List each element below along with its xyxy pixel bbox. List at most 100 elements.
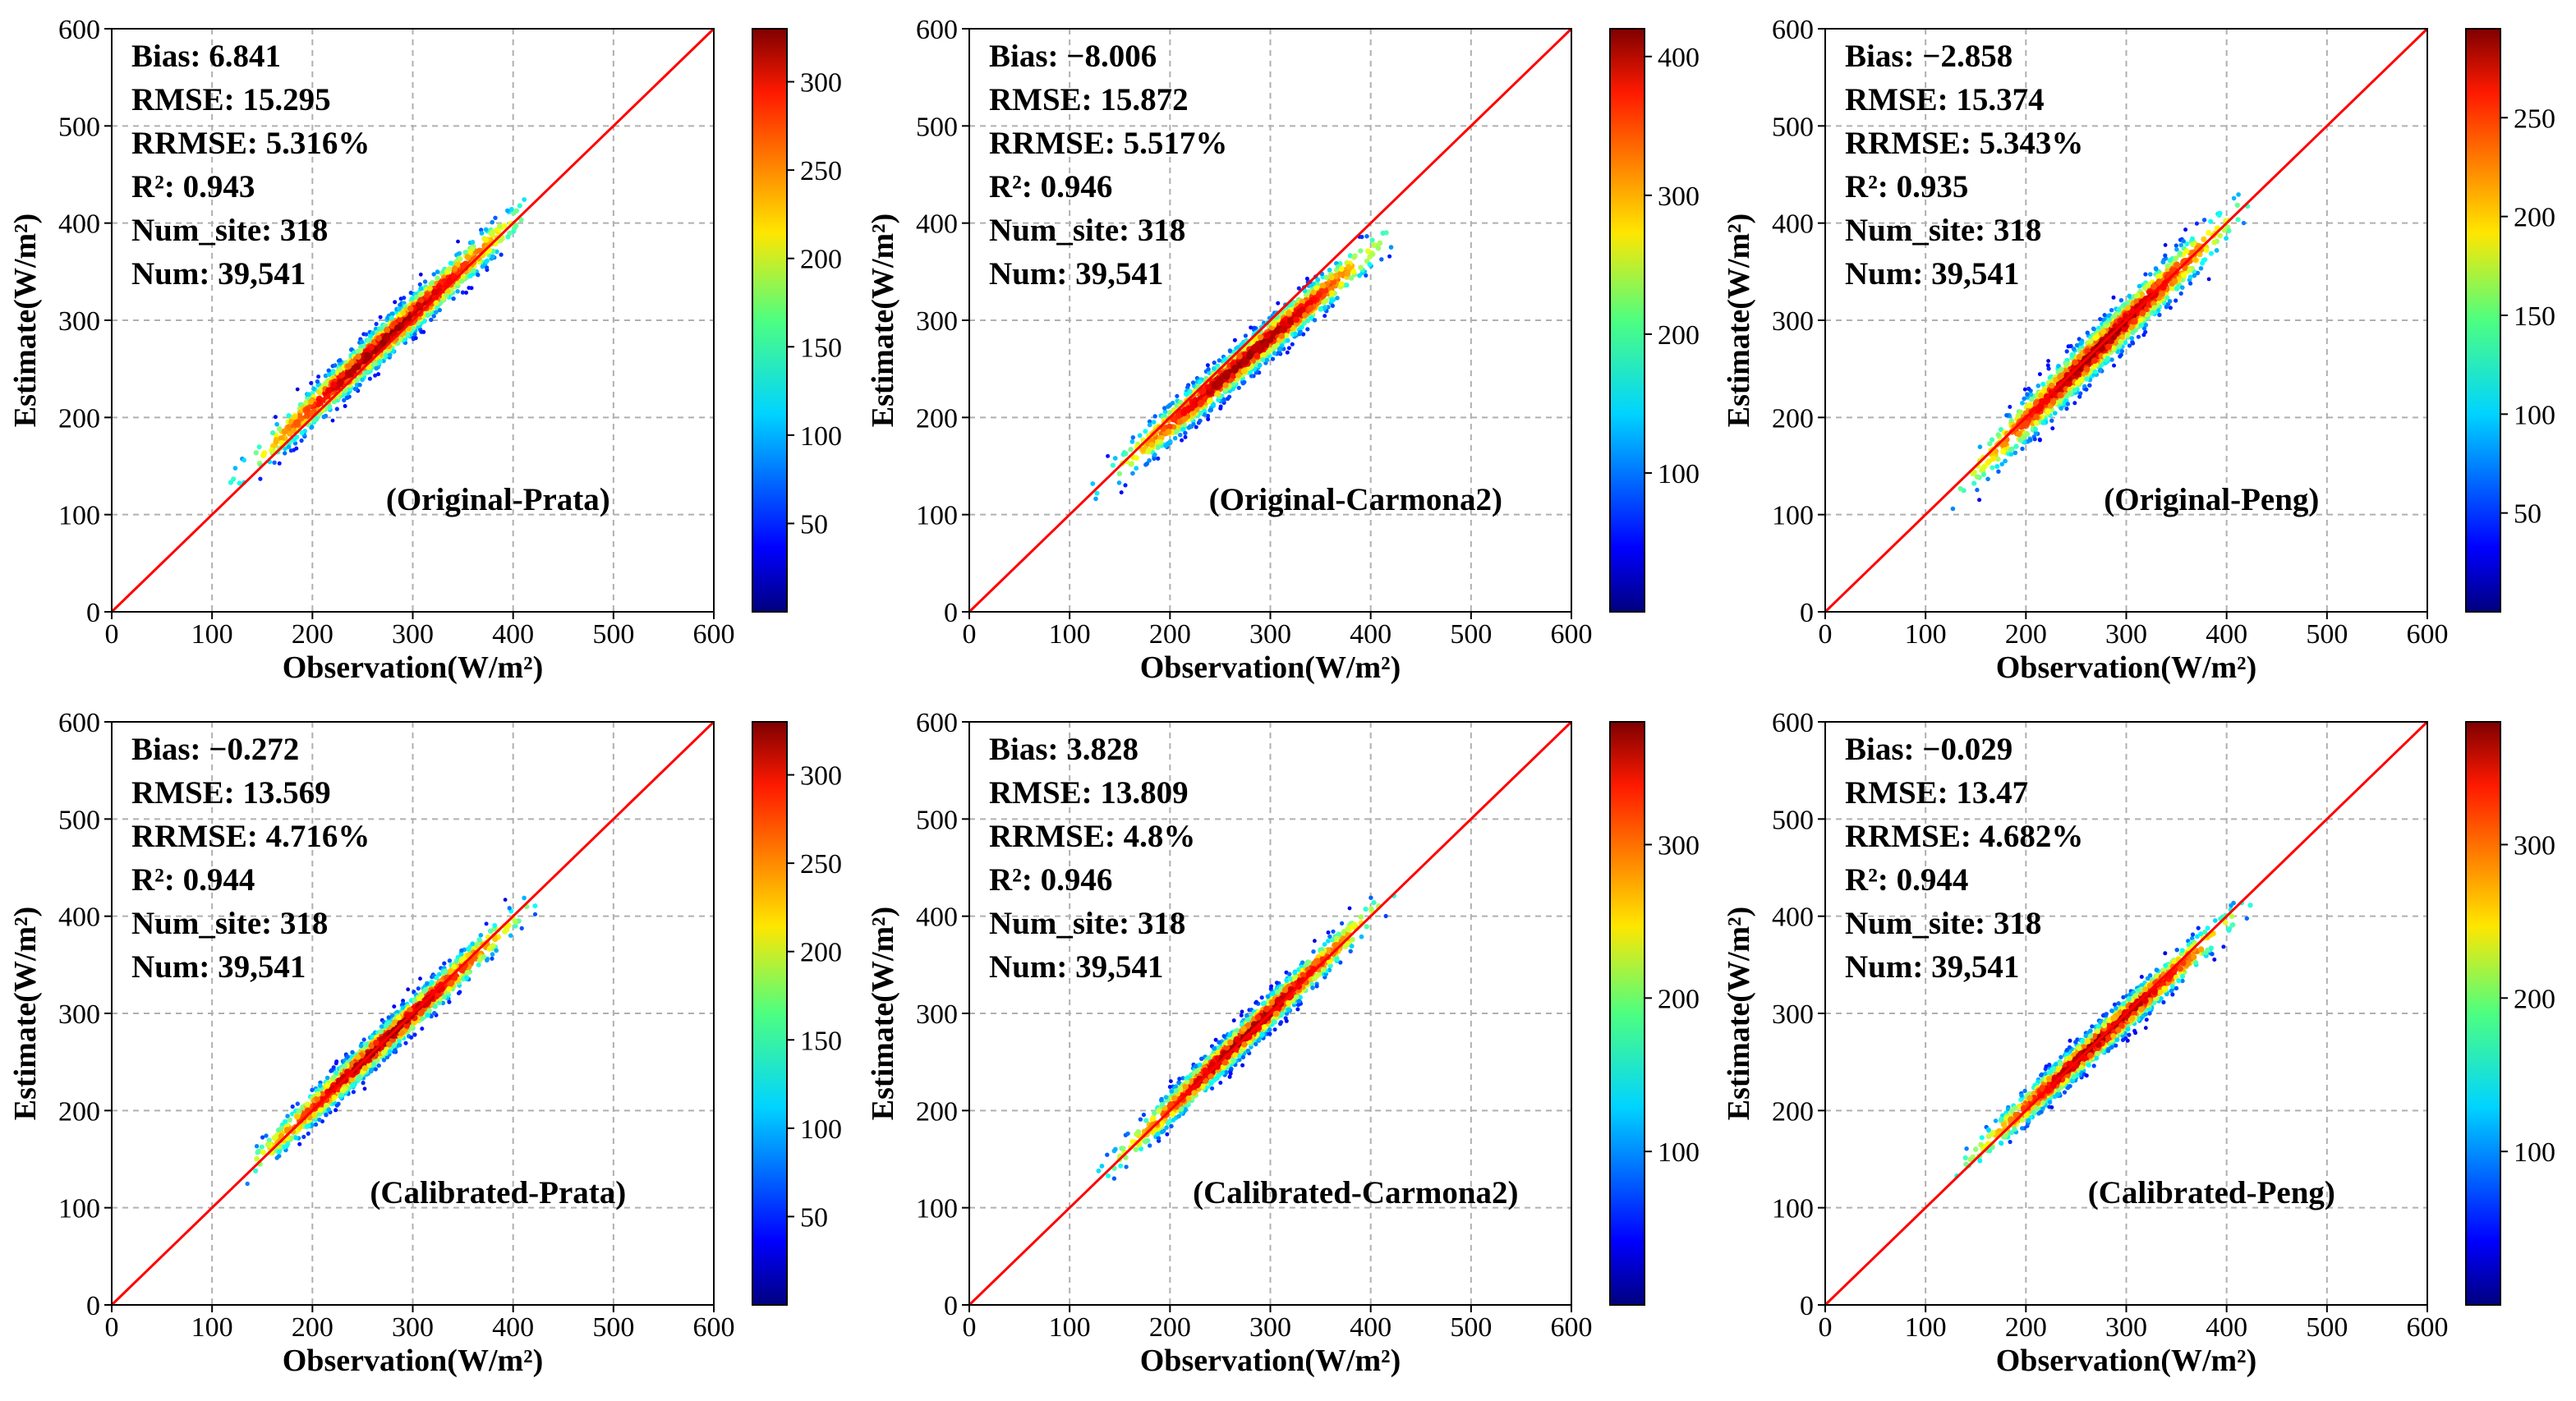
- scatter-point: [2045, 363, 2050, 368]
- x-tick-label: 400: [1350, 619, 1392, 650]
- scatter-point: [397, 315, 404, 323]
- scatter-point: [1128, 447, 1134, 452]
- scatter-point: [2167, 257, 2173, 264]
- scatter-point: [1183, 434, 1188, 439]
- x-tick-label: 100: [191, 619, 233, 650]
- scatter-point: [1188, 404, 1195, 411]
- scatter-point: [389, 311, 394, 317]
- scatter-point: [1305, 327, 1310, 332]
- scatter-point: [253, 1168, 259, 1174]
- scatter-point: [2111, 295, 2116, 300]
- scatter-point: [1357, 273, 1362, 278]
- scatter-point: [2137, 317, 2144, 324]
- colorbar-tick-label: 50: [800, 509, 828, 540]
- scatter-point: [425, 312, 430, 319]
- scatter-point: [2231, 195, 2237, 201]
- scatter-point: [349, 347, 354, 352]
- scatter-point: [2077, 377, 2084, 384]
- scatter-point: [1165, 429, 1172, 435]
- stat-line: RMSE: 15.295: [131, 82, 331, 117]
- scatter-point: [307, 398, 314, 405]
- scatter-point: [2105, 356, 2111, 361]
- scatter-point: [2045, 408, 2051, 415]
- scatter-point: [2057, 399, 2063, 405]
- scatter-point: [2174, 246, 2179, 252]
- scatter-point: [393, 300, 398, 305]
- scatter-point: [413, 294, 419, 300]
- scatter-point: [459, 273, 466, 280]
- scatter-point: [277, 1149, 282, 1155]
- scatter-point: [337, 379, 344, 386]
- x-tick-label: 500: [1450, 619, 1492, 650]
- scatter-point: [384, 352, 389, 358]
- panel-label: (Original-Carmona2): [1209, 482, 1502, 517]
- scatter-point: [2194, 221, 2199, 226]
- scatter-point: [471, 268, 476, 273]
- scatter-point: [1214, 390, 1221, 397]
- scatter-point: [2151, 305, 2158, 311]
- scatter-point: [1358, 248, 1364, 254]
- scatter-point: [1298, 329, 1303, 335]
- scatter-point: [379, 325, 384, 332]
- scatter-point: [2131, 317, 2138, 324]
- scatter-point: [1995, 432, 2001, 438]
- scatter-point: [1206, 366, 1211, 372]
- scatter-point: [2153, 266, 2159, 271]
- scatter-point: [429, 317, 434, 323]
- scatter-point: [309, 425, 315, 429]
- scatter-point: [389, 315, 394, 321]
- scatter-point: [1206, 398, 1212, 405]
- scatter-point: [1156, 456, 1161, 461]
- scatter-point: [1093, 496, 1098, 502]
- scatter-point: [2040, 420, 2046, 425]
- x-tick-label: 0: [963, 619, 977, 650]
- scatter-point: [385, 315, 390, 320]
- stat-line: Num: 39,541: [989, 256, 1163, 292]
- scatter-point: [1128, 461, 1134, 467]
- scatter-point: [1980, 471, 1987, 478]
- scatter-point: [407, 305, 414, 312]
- scatter-point: [2217, 232, 2224, 239]
- scatter-point: [326, 372, 332, 378]
- stat-line: Num_site: 318: [1845, 213, 2041, 248]
- scatter-point: [476, 962, 481, 967]
- colorbar-tick-label: 200: [2514, 203, 2555, 233]
- scatter-point: [2129, 336, 2135, 341]
- panel-2: 0 100 200 300 400 500 6000100200300400500600Ob…: [866, 15, 1700, 685]
- scatter-point: [2020, 400, 2025, 406]
- scatter-point: [532, 903, 538, 909]
- scatter-point: [1267, 347, 1273, 353]
- colorbar-tick-label: 150: [2514, 301, 2555, 332]
- scatter-point: [2033, 420, 2040, 426]
- scatter-point: [1987, 441, 1993, 447]
- scatter-point: [333, 363, 338, 368]
- scatter-point: [1351, 254, 1357, 260]
- scatter-point: [1140, 446, 1147, 453]
- scatter-point: [1315, 277, 1321, 282]
- scatter-point: [1380, 230, 1386, 237]
- scatter-point: [1254, 352, 1261, 360]
- scatter-point: [2159, 291, 2165, 297]
- scatter-point: [325, 387, 333, 394]
- scatter-point: [2206, 277, 2211, 282]
- scatter-point: [2119, 348, 2125, 354]
- scatter-point: [430, 280, 435, 286]
- scatter-point: [2241, 220, 2247, 226]
- scatter-point: [2190, 236, 2195, 241]
- scatter-point: [1346, 264, 1352, 270]
- scatter-point: [274, 421, 279, 427]
- scatter-point: [334, 407, 339, 411]
- scatter-point: [261, 450, 268, 457]
- scatter-point: [2235, 217, 2241, 223]
- scatter-point: [434, 310, 439, 315]
- y-axis-label: Estimate(W/m²): [1722, 214, 1756, 427]
- scatter-point: [364, 351, 371, 360]
- scatter-point: [350, 1050, 355, 1055]
- x-axis-label: Observation(W/m²): [1996, 650, 2256, 685]
- scatter-point: [1344, 270, 1351, 277]
- scatter-point: [2137, 283, 2142, 289]
- scatter-point: [2167, 299, 2173, 304]
- scatter-point: [2013, 443, 2019, 449]
- scatter-point: [292, 414, 298, 420]
- scatter-point: [2036, 384, 2041, 388]
